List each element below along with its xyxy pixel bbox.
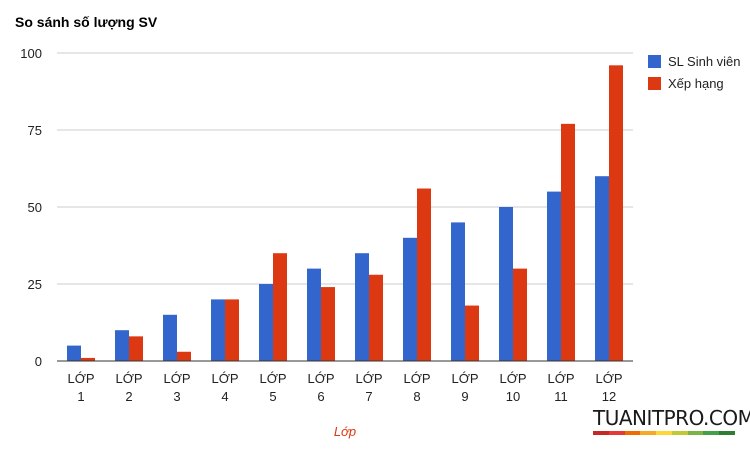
legend-item-series-2: Xếp hạng: [648, 72, 741, 94]
bar-series-1-6[interactable]: [307, 268, 321, 361]
watermark-color-bar: [593, 431, 736, 435]
bar-series-2-11[interactable]: [561, 123, 575, 361]
x-tick-label: LỚP 1: [67, 371, 94, 404]
bar-series-1-10[interactable]: [499, 207, 513, 361]
bar-series-2-2[interactable]: [129, 336, 143, 361]
x-tick-label: LỚP 4: [211, 371, 238, 404]
bar-series-2-3[interactable]: [177, 351, 191, 361]
bar-series-1-11[interactable]: [547, 191, 561, 361]
bar-series-2-5[interactable]: [273, 253, 287, 361]
watermark-bar-segment: [608, 431, 625, 435]
x-axis-title: Lớp: [334, 424, 356, 439]
x-tick-label: LỚP 12: [595, 371, 622, 404]
legend-swatch-series-2: [648, 76, 661, 90]
watermark-bar-segment: [703, 431, 720, 435]
x-tick-label: LỚP 5: [259, 371, 286, 404]
legend-label-series-1: SL Sinh viên: [668, 53, 741, 69]
x-tick-label: LỚP 2: [115, 371, 142, 404]
x-tick-label: LỚP 7: [355, 371, 382, 404]
x-tick-label: LỚP 6: [307, 371, 334, 404]
y-tick-label: 25: [28, 277, 42, 292]
bar-series-2-7[interactable]: [369, 274, 383, 361]
bar-series-1-2[interactable]: [115, 330, 129, 361]
bar-series-1-9[interactable]: [451, 222, 465, 361]
x-tick-label: LỚP 10: [499, 371, 526, 404]
chart-title: So sánh số lượng SV: [15, 14, 158, 30]
bar-series-2-4[interactable]: [225, 299, 239, 361]
watermark-bar-segment: [719, 431, 736, 435]
watermark-text: TUANITPRO.COM: [593, 406, 750, 430]
bar-series-1-12[interactable]: [595, 176, 609, 361]
legend-label-series-2: Xếp hạng: [668, 75, 724, 91]
bar-series-1-7[interactable]: [355, 253, 369, 361]
y-tick-label: 0: [35, 354, 42, 369]
watermark-bar-segment: [656, 431, 672, 435]
bar-series-2-12[interactable]: [609, 65, 623, 361]
y-tick-label: 50: [28, 200, 42, 215]
bar-series-1-8[interactable]: [403, 237, 417, 361]
bar-series-1-3[interactable]: [163, 314, 177, 361]
watermark-bar-segment: [593, 431, 609, 435]
bar-series-2-9[interactable]: [465, 305, 479, 361]
bar-series-2-1[interactable]: [81, 357, 95, 361]
y-tick-label: 100: [20, 46, 42, 61]
bar-series-2-6[interactable]: [321, 287, 335, 361]
y-tick-label: 75: [28, 123, 42, 138]
watermark-bar-segment: [687, 431, 704, 435]
x-tick-label: LỚP 9: [451, 371, 478, 404]
watermark-logo: TUANITPRO.COM: [593, 406, 750, 435]
legend-item-series-1: SL Sinh viên: [648, 50, 741, 72]
watermark-bar-segment: [640, 431, 657, 435]
x-tick-label: LỚP 11: [547, 371, 574, 404]
legend: SL Sinh viên Xếp hạng: [648, 50, 741, 94]
watermark-bar-segment: [624, 431, 641, 435]
x-tick-label: LỚP 8: [403, 371, 430, 404]
watermark-bar-segment: [671, 431, 688, 435]
bar-series-2-10[interactable]: [513, 268, 527, 361]
bar-series-1-1[interactable]: [67, 345, 81, 361]
bar-series-2-8[interactable]: [417, 188, 431, 361]
legend-swatch-series-1: [648, 54, 661, 68]
bar-series-1-4[interactable]: [211, 299, 225, 361]
bar-series-1-5[interactable]: [259, 284, 273, 361]
x-tick-label: LỚP 3: [163, 371, 190, 404]
